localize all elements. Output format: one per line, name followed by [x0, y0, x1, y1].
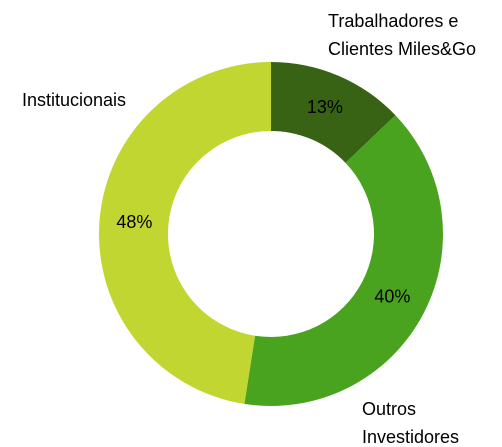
category-label-line: Trabalhadores e: [328, 11, 458, 31]
category-label-line: Outros: [362, 399, 416, 419]
category-label: Trabalhadores e Clientes Miles&Go: [328, 11, 476, 59]
donut-segment: [244, 115, 443, 407]
category-label-line: Institucionais: [22, 90, 126, 110]
value-label: 48%: [116, 212, 152, 232]
value-label: 13%: [307, 97, 343, 117]
category-label-line: Clientes Miles&Go: [328, 39, 476, 59]
category-label: Outros Investidores: [362, 399, 459, 447]
donut-segment: [271, 62, 396, 163]
value-label: 40%: [374, 286, 410, 306]
category-label-line: Investidores: [362, 427, 459, 447]
category-label: Institucionais: [22, 90, 126, 110]
donut-segment: [98, 62, 271, 404]
